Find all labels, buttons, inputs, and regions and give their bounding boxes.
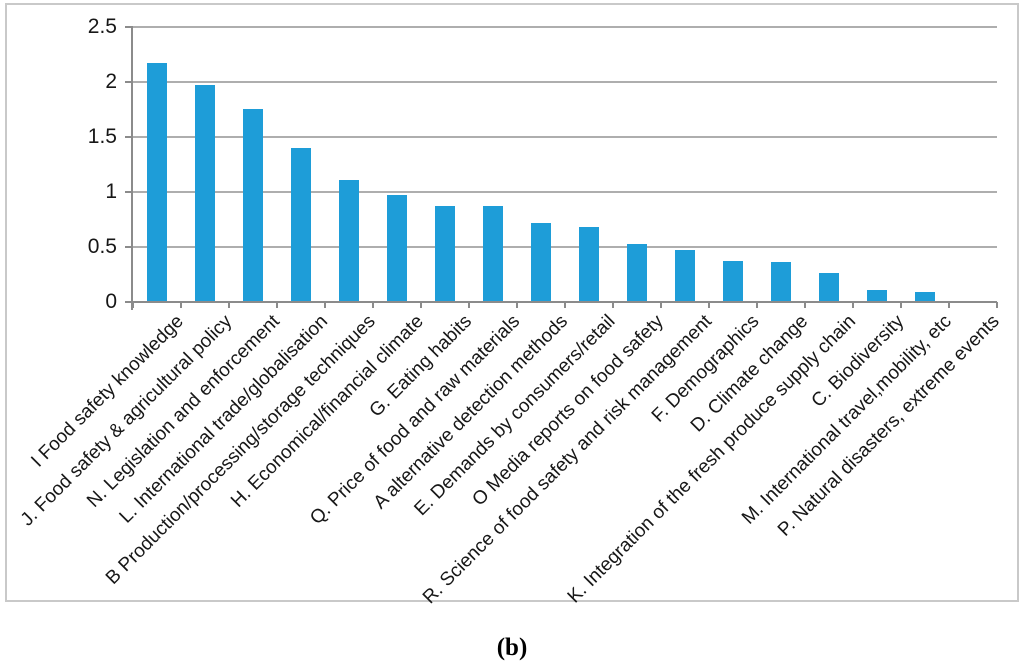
bar (675, 250, 695, 302)
gridline (133, 136, 997, 138)
y-axis-tick-label: 2 (105, 70, 117, 93)
x-axis-tick (180, 302, 182, 308)
y-axis-tick (125, 301, 133, 303)
x-axis-tick (756, 302, 758, 308)
y-axis-tick-label: 1 (105, 180, 117, 203)
y-axis-tick-label: 0.5 (87, 235, 117, 258)
bar (915, 292, 935, 302)
x-axis-tick (564, 302, 566, 308)
bar (867, 290, 887, 302)
gridline (133, 26, 997, 28)
bar (147, 63, 167, 302)
x-axis-tick (516, 302, 518, 308)
bar (291, 148, 311, 302)
x-axis-tick (660, 302, 662, 308)
bar (531, 223, 551, 302)
y-axis-tick (125, 81, 133, 83)
x-axis-tick (948, 302, 950, 308)
bar (579, 227, 599, 302)
y-axis-tick (125, 246, 133, 248)
bar (483, 206, 503, 302)
bar (771, 262, 791, 302)
bar (819, 273, 839, 302)
bar (243, 109, 263, 302)
gridline (133, 191, 997, 193)
x-axis-tick (228, 302, 230, 308)
x-axis-tick (996, 302, 998, 308)
bar (387, 195, 407, 302)
x-axis-tick (468, 302, 470, 308)
x-axis-tick (372, 302, 374, 308)
y-axis-tick-label: 1.5 (87, 125, 117, 148)
y-axis-tick-label: 2.5 (87, 15, 117, 38)
y-axis-line (131, 27, 133, 310)
bar (339, 180, 359, 302)
bar (627, 244, 647, 302)
gridline (133, 246, 997, 248)
x-axis-tick (852, 302, 854, 308)
x-axis-tick (900, 302, 902, 308)
x-axis-tick (612, 302, 614, 308)
x-axis-tick (132, 302, 134, 308)
x-axis-tick (324, 302, 326, 308)
x-axis-tick (276, 302, 278, 308)
gridline (133, 81, 997, 83)
figure-caption: (b) (496, 634, 528, 661)
y-axis-tick (125, 136, 133, 138)
bar (435, 206, 455, 302)
y-axis-tick (125, 26, 133, 28)
y-axis-tick-label: 0 (105, 290, 117, 313)
y-axis-tick (125, 191, 133, 193)
x-axis-tick (420, 302, 422, 308)
x-axis-tick (804, 302, 806, 308)
bar (723, 261, 743, 302)
bar (195, 85, 215, 302)
x-axis-tick (708, 302, 710, 308)
